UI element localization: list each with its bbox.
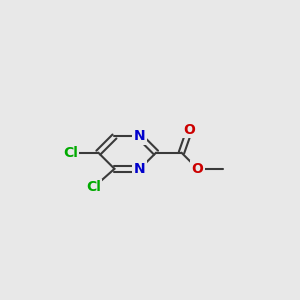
Text: Cl: Cl — [86, 180, 101, 194]
Text: N: N — [134, 130, 146, 143]
Text: Cl: Cl — [63, 146, 78, 160]
Text: O: O — [192, 162, 204, 176]
Text: O: O — [184, 123, 196, 136]
Text: N: N — [134, 162, 146, 176]
